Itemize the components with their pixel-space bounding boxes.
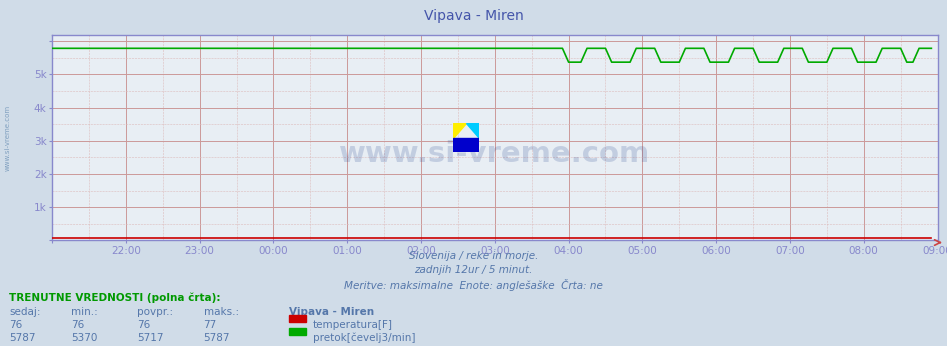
Text: 5717: 5717	[137, 333, 164, 343]
Text: 77: 77	[204, 320, 217, 330]
Polygon shape	[466, 123, 479, 137]
Text: temperatura[F]: temperatura[F]	[313, 320, 392, 330]
Text: TRENUTNE VREDNOSTI (polna črta):: TRENUTNE VREDNOSTI (polna črta):	[9, 292, 221, 303]
Polygon shape	[453, 137, 479, 152]
Text: www.si-vreme.com: www.si-vreme.com	[339, 140, 651, 168]
Text: 76: 76	[9, 320, 23, 330]
Text: Slovenija / reke in morje.: Slovenija / reke in morje.	[409, 251, 538, 261]
Text: www.si-vreme.com: www.si-vreme.com	[5, 105, 10, 172]
Text: povpr.:: povpr.:	[137, 307, 173, 317]
Text: min.:: min.:	[71, 307, 98, 317]
Polygon shape	[453, 123, 466, 137]
Text: sedaj:: sedaj:	[9, 307, 41, 317]
Text: 5787: 5787	[204, 333, 230, 343]
Text: pretok[čevelj3/min]: pretok[čevelj3/min]	[313, 333, 415, 343]
Text: 76: 76	[137, 320, 151, 330]
Text: maks.:: maks.:	[204, 307, 239, 317]
Text: 5787: 5787	[9, 333, 36, 343]
Text: zadnjih 12ur / 5 minut.: zadnjih 12ur / 5 minut.	[415, 265, 532, 275]
Text: Vipava - Miren: Vipava - Miren	[289, 307, 374, 317]
Text: 5370: 5370	[71, 333, 98, 343]
Text: Vipava - Miren: Vipava - Miren	[423, 9, 524, 22]
Text: 76: 76	[71, 320, 84, 330]
Text: Meritve: maksimalne  Enote: anglešaške  Črta: ne: Meritve: maksimalne Enote: anglešaške Čr…	[344, 279, 603, 291]
